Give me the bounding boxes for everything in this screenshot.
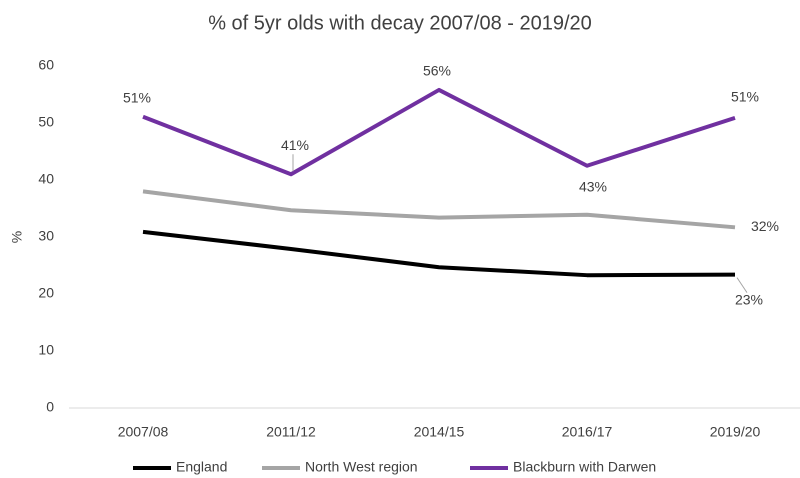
y-axis-label: % (9, 231, 25, 243)
series-line (142, 87, 736, 177)
data-label: 51% (731, 89, 759, 105)
x-tick-label: 2007/08 (118, 424, 169, 440)
data-label: 43% (579, 178, 607, 194)
y-tick-label: 20 (38, 285, 54, 301)
data-label: 51% (123, 89, 151, 105)
series-line (142, 189, 736, 230)
series-line (142, 229, 736, 278)
legend-label: North West region (305, 459, 418, 475)
x-tick-label: 2019/20 (710, 424, 761, 440)
y-tick-label: 40 (38, 171, 54, 187)
legend-label: Blackburn with Darwen (513, 459, 656, 475)
x-tick-label: 2016/17 (562, 424, 613, 440)
data-label: 41% (281, 137, 309, 153)
y-tick-label: 0 (46, 399, 54, 415)
leader-line (736, 277, 748, 293)
y-tick-label: 50 (38, 114, 54, 130)
data-label: 56% (423, 63, 451, 79)
x-tick-label: 2014/15 (414, 424, 465, 440)
data-label: 23% (735, 291, 763, 307)
legend-label: England (176, 459, 227, 475)
y-tick-label: 60 (38, 57, 54, 73)
x-tick-label: 2011/12 (266, 424, 316, 440)
chart-title: % of 5yr olds with decay 2007/08 - 2019/… (208, 12, 592, 34)
y-tick-label: 10 (38, 342, 54, 358)
y-tick-label: 30 (38, 228, 54, 244)
data-label: 32% (751, 218, 779, 234)
